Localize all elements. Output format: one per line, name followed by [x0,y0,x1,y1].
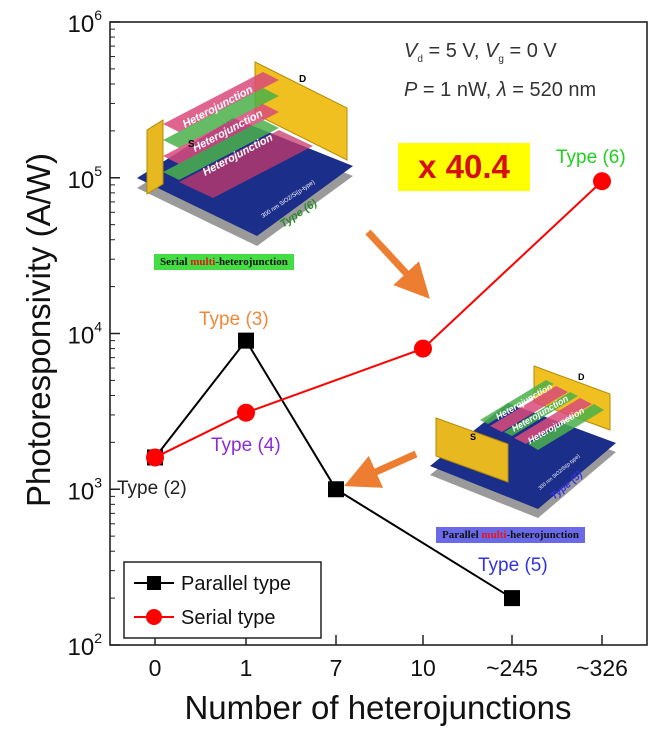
x-tick-label: 7 [330,655,343,681]
x-axis-ticks: 0 1 7 10 ~245 ~326 [149,635,628,681]
arrow-to-parallel-point [344,450,418,488]
legend: Parallel type Serial type [123,561,322,639]
data-point-parallel [504,590,520,607]
heterojunction-stripes [163,72,313,198]
y-tick-label: 104 [68,319,103,350]
y-axis-label: Photoresponsivity (A/W) [20,153,57,507]
x-tick-label: 10 [410,655,436,681]
heterojunction-stripes [480,380,604,450]
y-tick-label: 102 [68,630,103,661]
data-point-serial [414,339,432,358]
annotation-type3: Type (3) [199,309,269,330]
legend-box [123,561,322,639]
series-line-serial [154,180,603,459]
legend-label-parallel: Parallel type [181,573,291,595]
x-tick-label: ~326 [576,655,628,681]
legend-label-serial: Serial type [181,607,276,629]
x-tick-label: ~245 [486,655,538,681]
parallel-inset-caption: Parallel multi-heterojunction [436,527,585,543]
data-point-serial [593,172,611,191]
source-label: S [188,139,195,150]
source-electrode [146,119,164,195]
legend-marker-serial [146,609,162,625]
annotation-type2: Type (2) [117,478,187,499]
legend-marker-parallel [147,576,161,590]
markers-serial [146,172,611,467]
y-tick-label: 103 [68,474,103,505]
data-point-serial [237,403,255,422]
series-line-parallel [154,338,513,599]
parallel-device-illustration: Heterojunction Heterojunction Heterojunc… [430,365,616,518]
data-point-parallel [238,332,254,349]
data-point-parallel [328,481,344,498]
annotation-type4: Type (4) [211,435,281,456]
x-axis-label: Number of heterojunctions [184,689,571,726]
annotation-type6: Type (6) [556,147,626,168]
condition-voltage: Vd = 5 V, Vg = 0 V [404,40,557,65]
y-tick-label: 105 [68,163,103,194]
y-axis-ticks: 102 103 104 105 106 [68,7,120,661]
x-tick-label: 0 [149,655,162,681]
enhancement-factor-text: x 40.4 [418,148,510,185]
y-tick-label: 106 [68,7,103,38]
serial-device-illustration: Heterojunction Heterojunction Heterojunc… [137,61,353,246]
source-label: S [470,432,476,442]
serial-inset-caption: Serial multi-heterojunction [154,254,294,270]
source-electrode [435,417,509,483]
drain-label: D [299,74,306,85]
x-tick-label: 1 [240,655,253,681]
annotation-type5: Type (5) [478,555,548,576]
condition-light: P = 1 nW, λ = 520 nm [404,79,596,101]
data-point-serial [146,448,164,467]
arrow-to-serial-line [365,229,430,299]
enhancement-factor-badge: x 40.4 [398,143,530,191]
drain-label: D [578,372,585,382]
